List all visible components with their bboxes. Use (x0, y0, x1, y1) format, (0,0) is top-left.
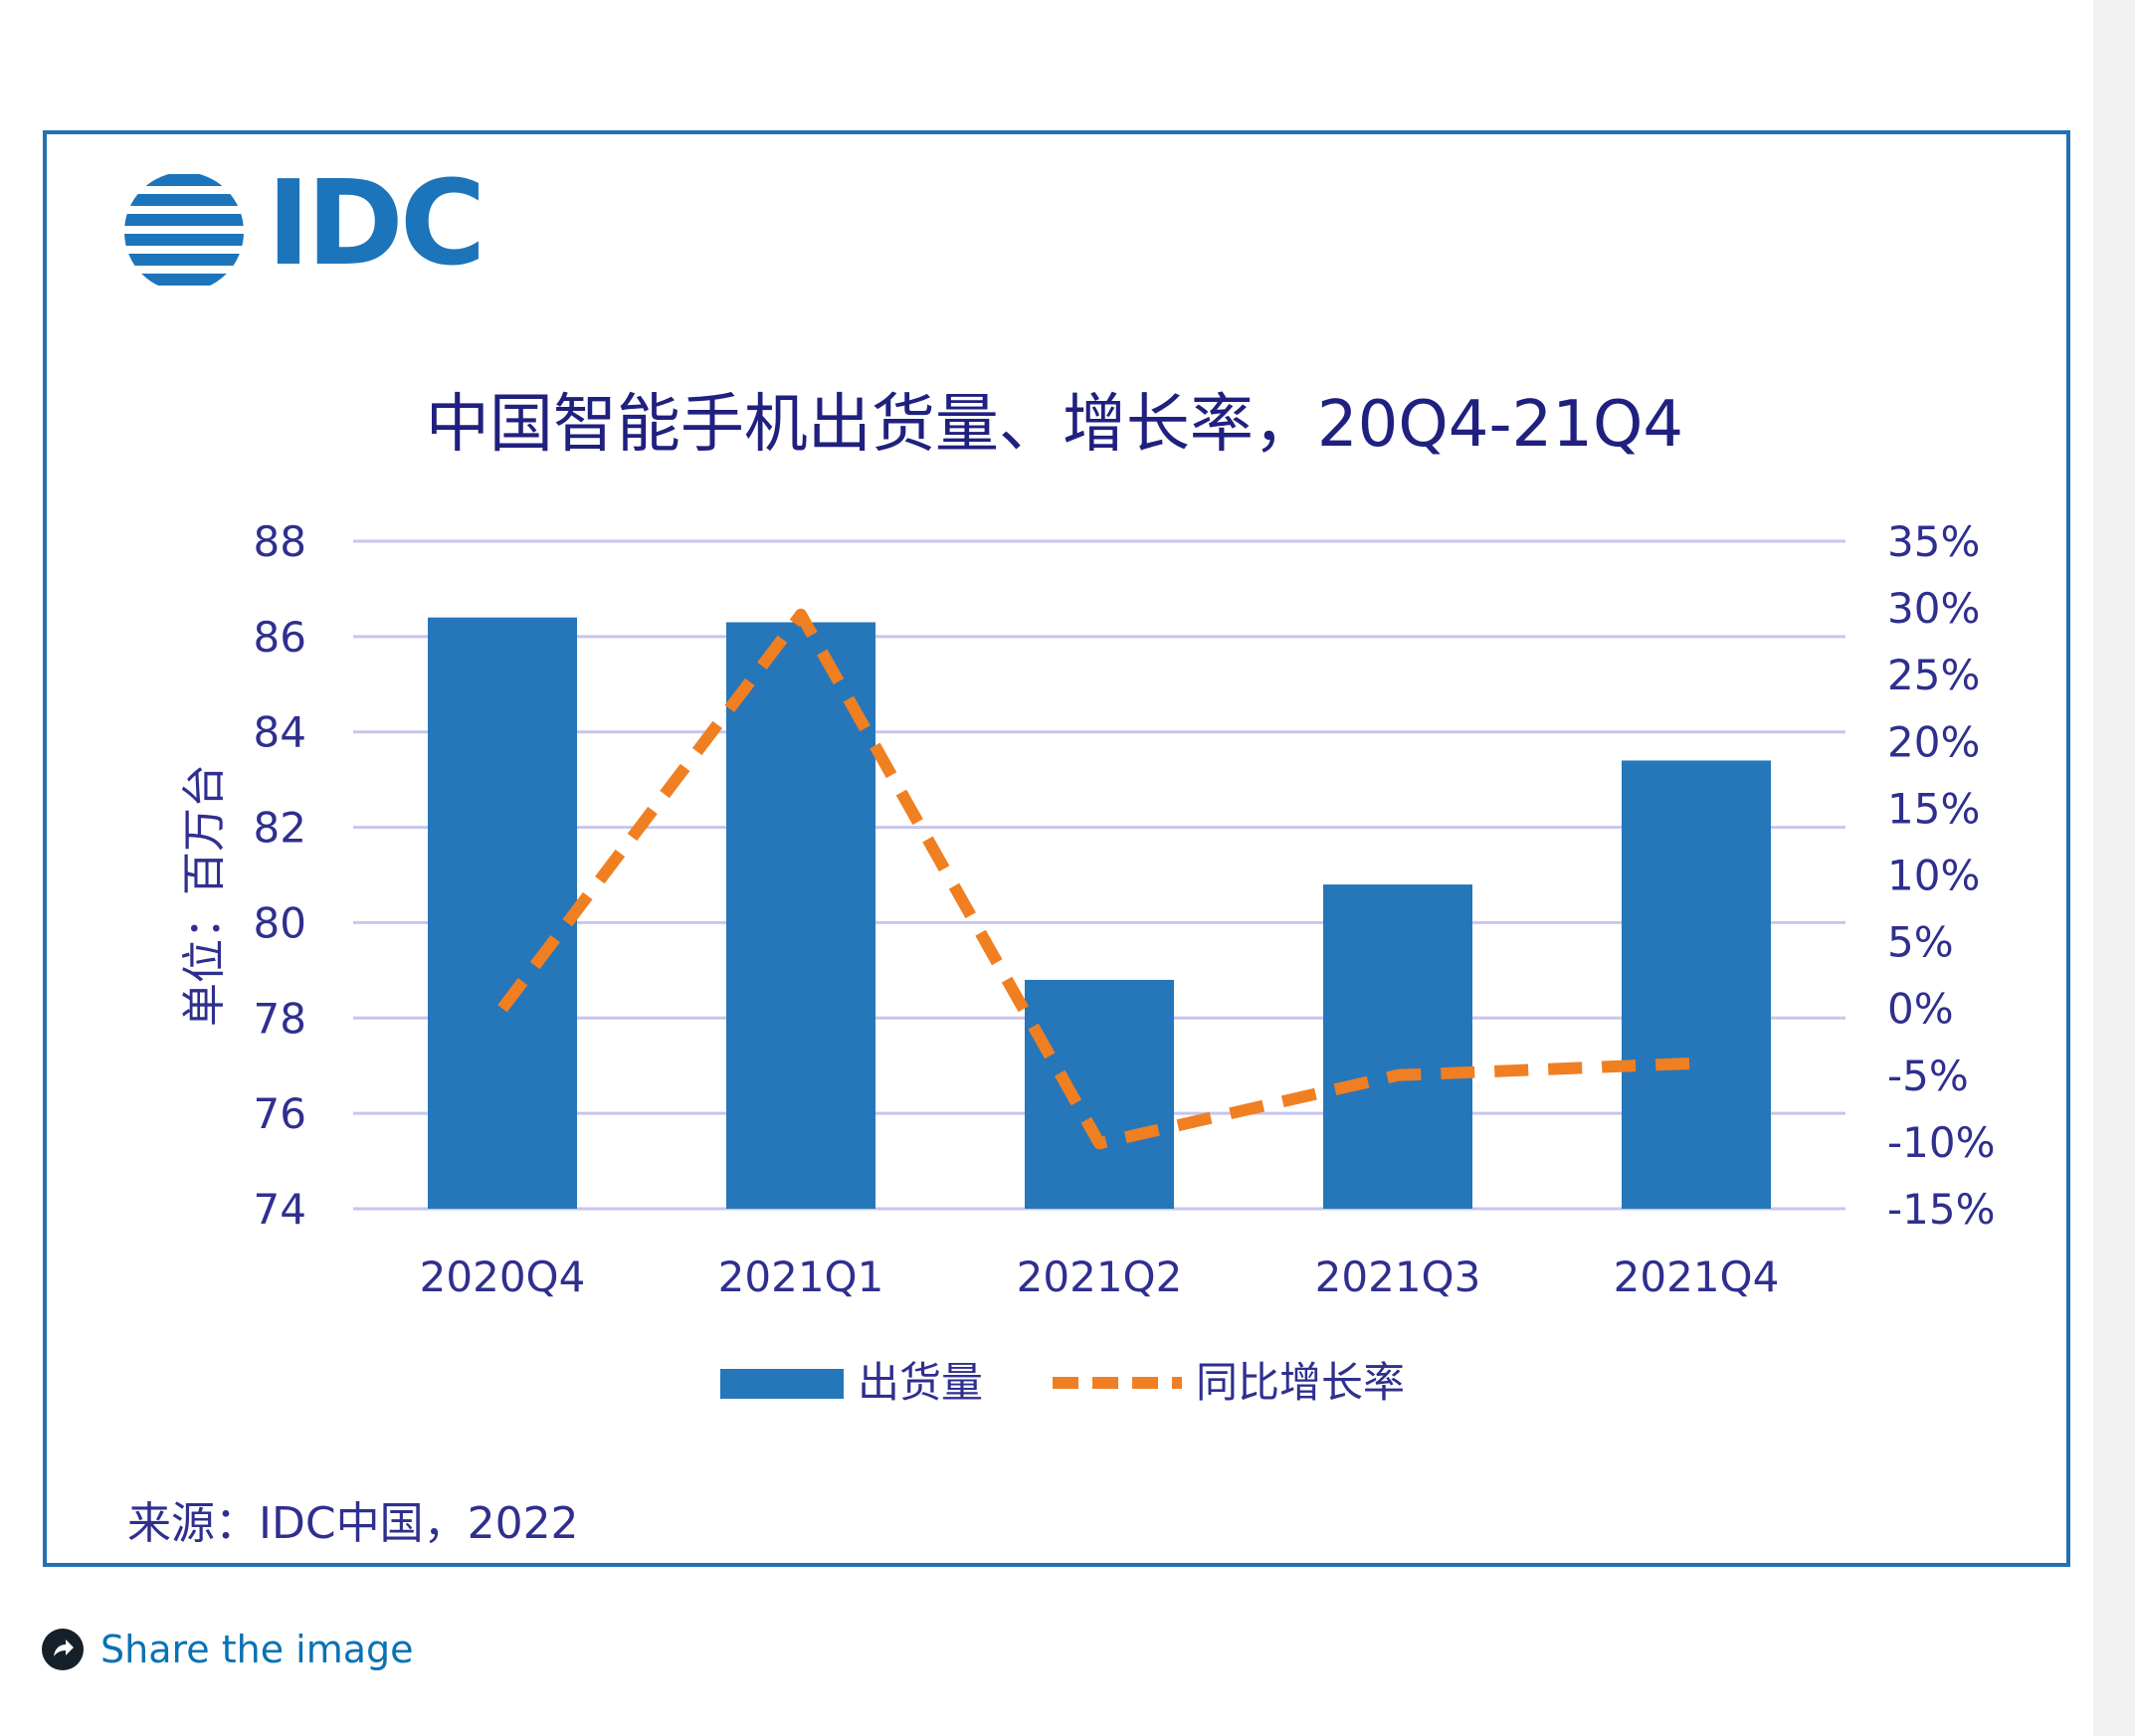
y2-tick-label: 5% (1887, 918, 1954, 967)
y2-tick-label: 30% (1887, 584, 1980, 633)
x-tick-label: 2021Q1 (718, 1253, 884, 1301)
bar-2021Q1 (726, 622, 875, 1209)
source-note: 来源：IDC中国，2022 (127, 1498, 579, 1549)
x-tick-label: 2021Q2 (1017, 1253, 1183, 1301)
legend-bar-swatch (720, 1369, 844, 1399)
bar-2021Q4 (1622, 760, 1771, 1209)
y2-tick-label: 10% (1887, 852, 1980, 900)
legend-line-label: 同比增长率 (1196, 1358, 1405, 1407)
y-tick-label: 84 (254, 708, 306, 757)
bar-2021Q3 (1323, 884, 1472, 1209)
y2-tick-label: -10% (1887, 1118, 1996, 1167)
y-tick-label: 86 (254, 613, 306, 662)
bar-2020Q4 (428, 617, 577, 1209)
y2-tick-label: 25% (1887, 651, 1980, 699)
y-tick-label: 74 (254, 1185, 306, 1234)
x-tick-label: 2021Q4 (1614, 1253, 1780, 1301)
x-axis: 2020Q4 2021Q1 2021Q2 2021Q3 2021Q4 (420, 1253, 1780, 1301)
y2-tick-label: 0% (1887, 985, 1954, 1034)
y2-tick-label: -15% (1887, 1185, 1996, 1234)
idc-globe-icon (124, 174, 244, 286)
y-tick-label: 80 (254, 898, 306, 947)
y2-tick-label: 35% (1887, 517, 1980, 566)
x-tick-label: 2021Q3 (1315, 1253, 1481, 1301)
share-arrow-icon (42, 1629, 84, 1670)
y2-tick-label: 15% (1887, 784, 1980, 833)
x-tick-label: 2020Q4 (420, 1253, 586, 1301)
share-label: Share the image (100, 1628, 414, 1671)
scrollbar-track[interactable] (2093, 0, 2135, 1736)
legend-bar-label: 出货量 (858, 1358, 983, 1407)
y-tick-label: 76 (254, 1089, 306, 1138)
share-image-link[interactable]: Share the image (41, 1628, 414, 1671)
y-tick-label: 88 (254, 517, 306, 566)
y2-tick-label: -5% (1887, 1052, 1969, 1100)
y2-tick-label: 20% (1887, 717, 1980, 766)
idc-logo: IDC (122, 164, 485, 295)
y-axis-right: -15% -10% -5% 0% 5% 10% 15% 20% 25% 30% 35% (1887, 517, 1996, 1234)
y-tick-label: 82 (254, 804, 306, 853)
chart-title: 中国智能手机出货量、增长率，20Q4-21Q4 (426, 388, 1683, 462)
line-series (497, 608, 1697, 1150)
legend: 出货量 同比增长率 (720, 1358, 1405, 1407)
bar-series (428, 617, 1771, 1209)
idc-logo-text: IDC (267, 154, 485, 291)
y-tick-label: 78 (254, 994, 306, 1043)
bar-2021Q2 (1025, 979, 1174, 1209)
y-axis-label: 单位：百万台 (179, 764, 230, 1027)
y-axis-left: 74 76 78 80 82 84 86 88 (254, 517, 306, 1234)
